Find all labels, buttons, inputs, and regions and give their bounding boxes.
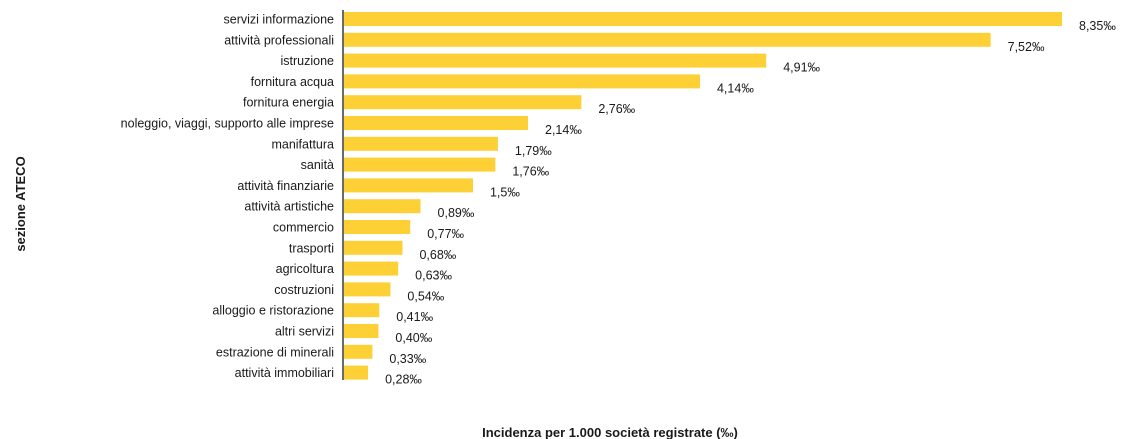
bar: [344, 32, 991, 47]
bar: [344, 95, 582, 110]
bars: [344, 12, 1062, 380]
value-label: 0,41‰: [396, 310, 433, 324]
bar: [344, 220, 411, 234]
bar: [344, 240, 403, 255]
category-label: trasporti: [289, 241, 334, 255]
category-label: attività artistiche: [244, 200, 334, 214]
category-label: alloggio e ristorazione: [212, 304, 334, 318]
category-labels: servizi informazione attività professiona…: [121, 13, 334, 381]
bar: [344, 365, 369, 380]
category-label: attività professionali: [224, 33, 334, 47]
x-axis-title: Incidenza per 1.000 società registrate (…: [482, 425, 738, 439]
value-label: 4,14‰: [717, 81, 754, 95]
value-label: 1,79‰: [515, 144, 552, 158]
value-labels: 8,35‰ 7,52‰ 4,91‰ 4,14‰ 2,76‰ 2,14‰ 1,79‰ 1,76‰…: [385, 19, 1116, 387]
bar: [344, 157, 496, 172]
bar: [344, 261, 399, 276]
value-label: 0,40‰: [395, 331, 432, 345]
bar: [344, 303, 380, 318]
value-label: 8,35‰: [1079, 19, 1116, 33]
bar: [344, 199, 421, 214]
bar: [344, 136, 498, 151]
value-label: 4,91‰: [783, 61, 820, 75]
value-label: 0,89‰: [438, 206, 475, 220]
y-axis-title: sezione ATECO: [13, 156, 28, 251]
category-label: attività finanziarie: [237, 179, 334, 193]
value-label: 0,54‰: [407, 289, 444, 303]
bar: [344, 74, 700, 89]
bar: [344, 324, 379, 338]
value-label: 2,14‰: [545, 123, 582, 137]
category-label: costruzioni: [274, 283, 334, 297]
value-label: 7,52‰: [1008, 40, 1045, 54]
value-label: 0,68‰: [419, 248, 456, 262]
bar: [344, 116, 529, 130]
category-label: agricoltura: [276, 262, 334, 276]
value-label: 2,76‰: [598, 102, 635, 116]
category-label: sanità: [301, 158, 334, 172]
category-label: altri servizi: [275, 325, 334, 339]
value-label: 1,5‰: [490, 185, 520, 199]
category-label: fornitura energia: [243, 96, 334, 110]
category-label: fornitura acqua: [251, 75, 334, 89]
category-label: commercio: [273, 221, 334, 235]
category-label: istruzione: [281, 54, 335, 68]
value-label: 0,28‰: [385, 373, 422, 387]
category-label: manifattura: [271, 137, 334, 151]
bar: [344, 178, 473, 193]
value-label: 0,63‰: [415, 269, 452, 283]
category-label: estrazione di minerali: [216, 345, 334, 359]
bar: [344, 53, 767, 68]
value-label: 0,33‰: [389, 352, 426, 366]
value-label: 0,77‰: [427, 227, 464, 241]
category-label: servizi informazione: [224, 13, 335, 27]
category-label: noleggio, viaggi, supporto alle imprese: [121, 117, 334, 131]
bar: [344, 12, 1062, 26]
bar: [344, 282, 391, 297]
bar: [344, 344, 373, 359]
category-label: attività immobiliari: [235, 366, 334, 380]
value-label: 1,76‰: [512, 165, 549, 179]
